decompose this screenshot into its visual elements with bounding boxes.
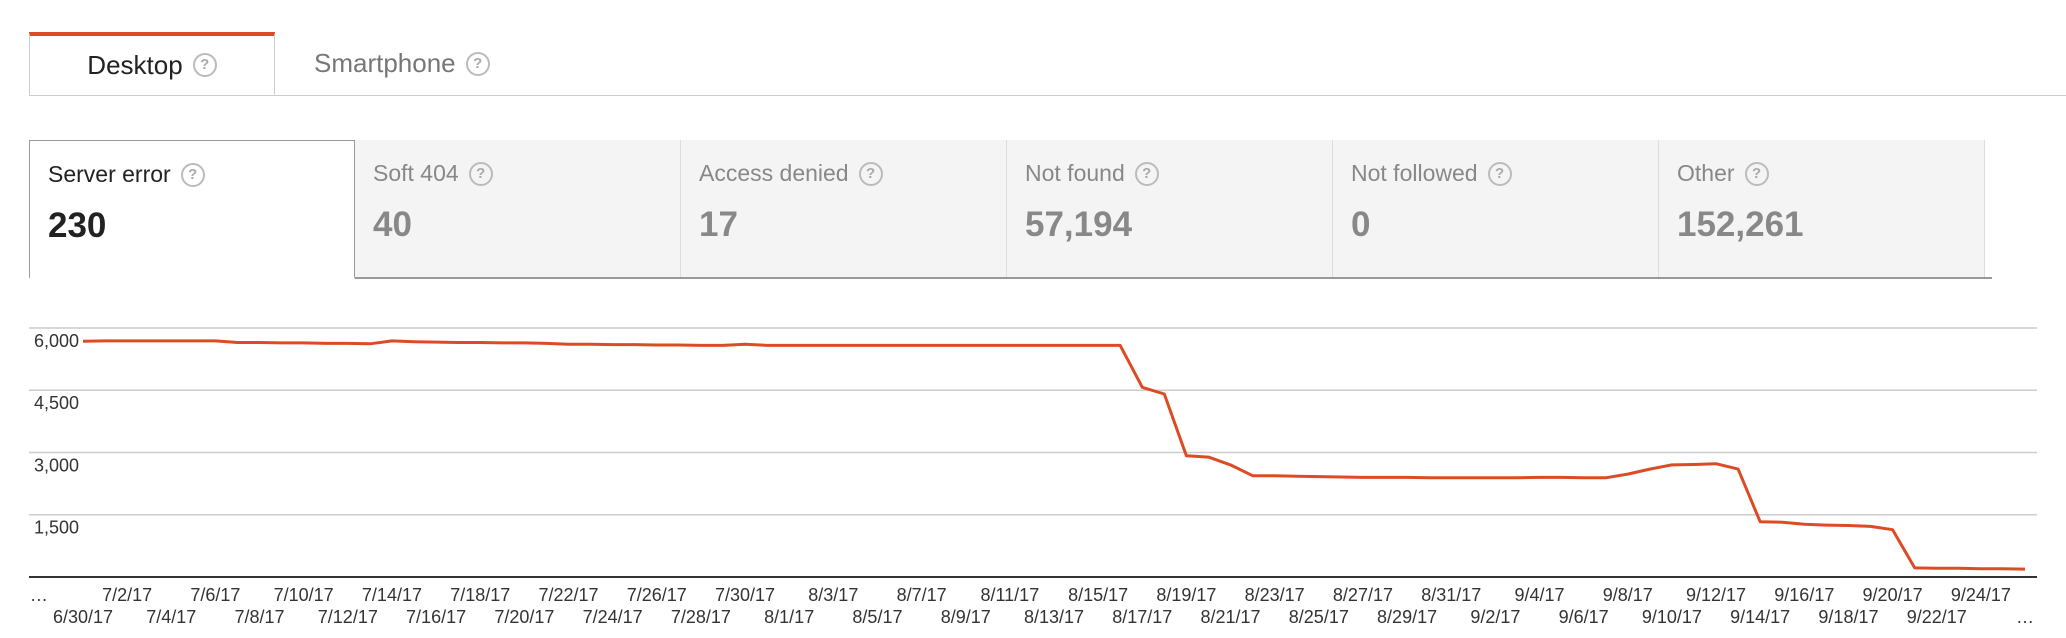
help-icon[interactable]: ? — [180, 162, 205, 187]
card-label-text: Other — [1677, 160, 1735, 186]
x-tick-label: 8/9/17 — [941, 607, 991, 627]
x-tick-label: 9/10/17 — [1642, 607, 1702, 627]
x-tick-label: 7/22/17 — [538, 585, 598, 605]
x-tick-label: 8/17/17 — [1112, 607, 1172, 627]
x-tick-label: 8/29/17 — [1377, 607, 1437, 627]
card-label-text: Not found — [1025, 160, 1125, 186]
card-value: 57,194 — [1025, 205, 1133, 244]
x-tick-label: 7/18/17 — [450, 585, 510, 605]
data-line — [82, 339, 2026, 571]
card-label-text: Soft 404 — [373, 160, 459, 186]
card-label: Not followed? — [1351, 160, 1512, 187]
x-tick-label: 8/21/17 — [1201, 607, 1261, 627]
x-tick-label: 7/16/17 — [406, 607, 466, 627]
metric-card[interactable]: Server error? 230 — [29, 140, 355, 279]
x-tick-label: 8/31/17 — [1421, 585, 1481, 605]
x-tick-label: 8/3/17 — [808, 585, 858, 605]
card-value: 230 — [48, 206, 107, 245]
help-icon[interactable]: ? — [858, 161, 883, 186]
x-tick-label: 7/6/17 — [190, 585, 240, 605]
help-icon[interactable]: ? — [468, 161, 493, 186]
x-tick-label: … — [2016, 607, 2034, 627]
x-tick-label: 8/15/17 — [1068, 585, 1128, 605]
x-tick-label: 7/8/17 — [235, 607, 285, 627]
x-tick-label: 6/30/17 — [53, 607, 113, 627]
tab-label: Desktop — [87, 49, 183, 80]
x-tick-label: 8/13/17 — [1024, 607, 1084, 627]
x-tick-label: 7/30/17 — [715, 585, 775, 605]
x-tick-label: 7/14/17 — [362, 585, 422, 605]
metric-card[interactable]: Other? 152,261 — [1659, 140, 1985, 277]
card-value: 40 — [373, 205, 412, 244]
x-tick-label: 9/16/17 — [1774, 585, 1834, 605]
x-tick-label: 9/4/17 — [1514, 585, 1564, 605]
card-label-text: Not followed — [1351, 160, 1478, 186]
x-tick-label: 8/25/17 — [1289, 607, 1349, 627]
y-tick-label: 4,500 — [34, 393, 79, 413]
x-tick-label: 7/4/17 — [146, 607, 196, 627]
tab-label: Smartphone — [314, 48, 456, 78]
x-tick-label: 9/6/17 — [1559, 607, 1609, 627]
card-label: Access denied? — [699, 160, 883, 187]
x-overflow-label: … — [30, 585, 48, 605]
x-tick-label: 9/22/17 — [1907, 607, 1967, 627]
x-tick-label: 9/8/17 — [1603, 585, 1653, 605]
card-label: Other? — [1677, 160, 1769, 187]
x-tick-label: 9/20/17 — [1863, 585, 1923, 605]
x-tick-label: 7/2/17 — [102, 585, 152, 605]
x-tick-label: 8/11/17 — [980, 585, 1039, 605]
x-tick-label: 7/28/17 — [671, 607, 731, 627]
x-tick-label: 8/27/17 — [1333, 585, 1393, 605]
x-tick-label: 7/12/17 — [318, 607, 378, 627]
tab[interactable]: Desktop? — [29, 32, 275, 95]
card-label: Server error? — [48, 161, 205, 188]
card-value: 17 — [699, 205, 738, 244]
x-tick-label: 8/19/17 — [1156, 585, 1216, 605]
metric-card[interactable]: Not found? 57,194 — [1007, 140, 1333, 277]
help-icon[interactable]: ? — [1487, 161, 1512, 186]
x-tick-label: 8/5/17 — [852, 607, 902, 627]
help-icon[interactable]: ? — [192, 53, 217, 77]
card-label: Not found? — [1025, 160, 1159, 187]
help-icon[interactable]: ? — [465, 51, 490, 76]
help-icon[interactable]: ? — [1744, 161, 1769, 186]
help-icon[interactable]: ? — [1134, 161, 1159, 186]
card-label-text: Access denied — [699, 160, 849, 186]
y-tick-label: 1,500 — [34, 518, 79, 538]
x-tick-label: 9/24/17 — [1951, 585, 2011, 605]
x-tick-label: 7/10/17 — [274, 585, 334, 605]
card-row: Server error? 230 Soft 404? 40 Access denied… — [29, 140, 1992, 279]
x-tick-label: 8/1/17 — [764, 607, 814, 627]
card-value: 0 — [1351, 205, 1371, 244]
card-value: 152,261 — [1677, 205, 1804, 244]
y-tick-label: 3,000 — [34, 455, 79, 475]
x-tick-label: 8/7/17 — [897, 585, 947, 605]
x-tick-label: 7/26/17 — [627, 585, 687, 605]
x-tick-label: 9/12/17 — [1686, 585, 1746, 605]
tab-bar: Desktop? Smartphone? — [29, 32, 2066, 96]
metric-card[interactable]: Access denied? 17 — [681, 140, 1007, 277]
x-tick-label: 9/18/17 — [1818, 607, 1878, 627]
x-tick-label: 9/14/17 — [1730, 607, 1790, 627]
x-tick-label: 7/24/17 — [583, 607, 643, 627]
x-tick-label: 7/20/17 — [494, 607, 554, 627]
y-tick-label: 6,000 — [34, 331, 79, 351]
card-label: Soft 404? — [373, 160, 493, 187]
metric-card[interactable]: Not followed? 0 — [1333, 140, 1659, 277]
tab[interactable]: Smartphone? — [314, 32, 574, 95]
card-label-text: Server error — [48, 161, 171, 187]
x-tick-label: 9/2/17 — [1470, 607, 1520, 627]
metric-card[interactable]: Soft 404? 40 — [355, 140, 681, 277]
x-tick-label: 8/23/17 — [1245, 585, 1305, 605]
